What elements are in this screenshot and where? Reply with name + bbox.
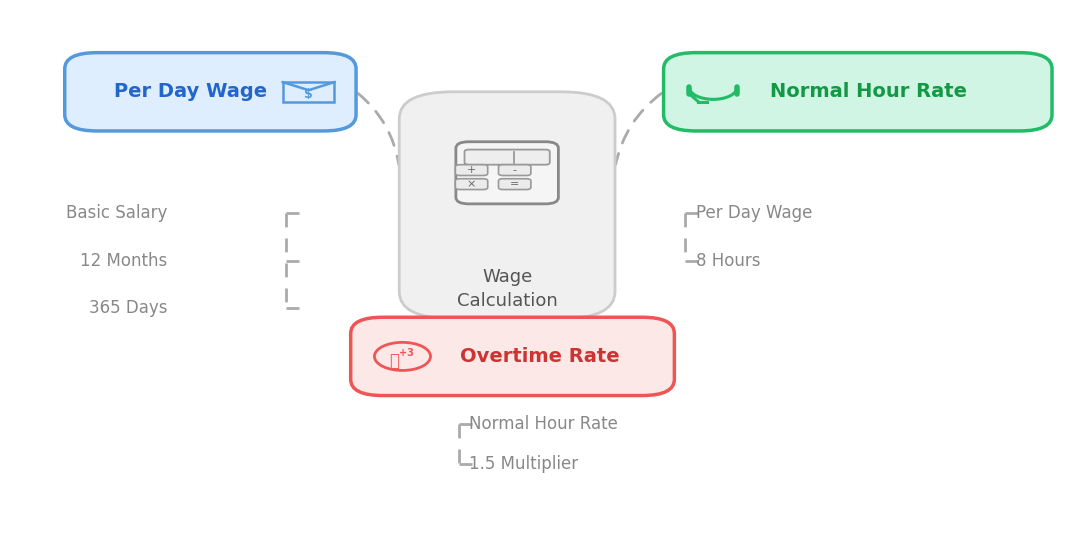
Text: 📱: 📱: [388, 352, 399, 370]
FancyBboxPatch shape: [65, 53, 356, 131]
Text: Per Day Wage: Per Day Wage: [696, 204, 812, 222]
Text: Normal Hour Rate: Normal Hour Rate: [469, 415, 618, 433]
Text: -: -: [513, 165, 517, 175]
Text: $: $: [304, 88, 313, 101]
FancyBboxPatch shape: [664, 53, 1052, 131]
Text: +3: +3: [399, 348, 414, 358]
FancyBboxPatch shape: [464, 150, 549, 165]
Text: 365 Days: 365 Days: [88, 299, 167, 318]
Text: Overtime Rate: Overtime Rate: [460, 347, 619, 366]
FancyBboxPatch shape: [399, 92, 615, 319]
FancyArrowPatch shape: [616, 93, 661, 165]
FancyBboxPatch shape: [455, 142, 559, 204]
Text: =: =: [510, 179, 519, 189]
Text: 8 Hours: 8 Hours: [696, 252, 761, 270]
Text: 12 Months: 12 Months: [80, 252, 167, 270]
FancyBboxPatch shape: [498, 179, 531, 190]
Text: Per Day Wage: Per Day Wage: [114, 82, 268, 102]
Text: Basic Salary: Basic Salary: [66, 204, 167, 222]
FancyArrowPatch shape: [358, 93, 399, 165]
Text: 1.5 Multiplier: 1.5 Multiplier: [469, 455, 578, 474]
FancyBboxPatch shape: [283, 82, 334, 102]
FancyBboxPatch shape: [351, 317, 674, 395]
FancyBboxPatch shape: [498, 165, 531, 176]
Text: ×: ×: [467, 179, 476, 189]
Text: Normal Hour Rate: Normal Hour Rate: [770, 82, 967, 102]
FancyBboxPatch shape: [455, 165, 488, 176]
FancyBboxPatch shape: [455, 179, 488, 190]
Text: +: +: [467, 165, 476, 175]
Text: Wage
Calculation: Wage Calculation: [456, 268, 558, 310]
